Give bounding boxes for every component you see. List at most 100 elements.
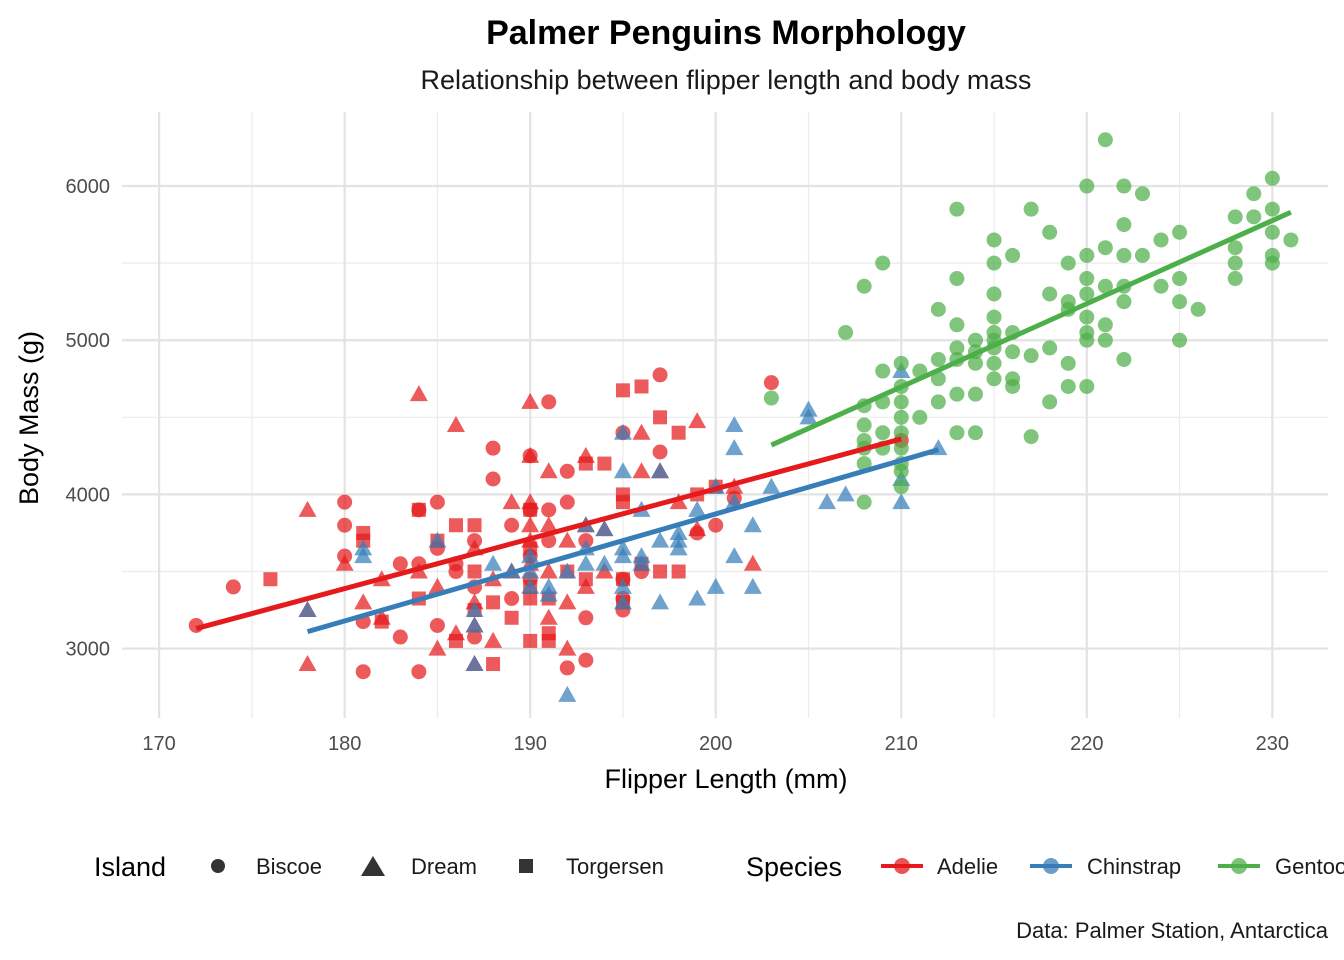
gentoo-point-biscoe xyxy=(1264,170,1280,186)
chinstrap-point-dream xyxy=(613,593,632,610)
gentoo-point-biscoe xyxy=(893,440,909,456)
legend-species-title: Species xyxy=(746,852,842,882)
gentoo-point-biscoe xyxy=(1227,209,1243,225)
adelie-point-biscoe xyxy=(429,617,445,633)
y-tick-label: 6000 xyxy=(66,176,111,198)
adelie-point-dream xyxy=(632,462,651,479)
chinstrap-point-dream xyxy=(725,416,744,433)
adelie-point-dream xyxy=(446,416,465,433)
gentoo-point-biscoe xyxy=(986,371,1002,387)
legend-island-biscoe: Biscoe xyxy=(256,854,322,879)
gentoo-point-biscoe xyxy=(1116,178,1132,194)
legend-island: Island Biscoe Dream Torgersen xyxy=(94,852,664,882)
adelie-point-biscoe xyxy=(467,629,483,645)
adelie-point-torgersen xyxy=(523,591,538,606)
gentoo-point-biscoe xyxy=(1042,224,1058,240)
adelie-point-biscoe xyxy=(411,502,427,518)
adelie-point-biscoe xyxy=(485,471,501,487)
gentoo-point-biscoe xyxy=(1227,271,1243,287)
gentoo-point-biscoe xyxy=(856,456,872,472)
adelie-point-dream xyxy=(409,385,428,402)
chinstrap-point-dream xyxy=(892,493,911,510)
adelie-point-torgersen xyxy=(504,610,519,625)
gentoo-point-biscoe xyxy=(967,386,983,402)
chinstrap-point-dream xyxy=(688,589,707,606)
gentoo-point-biscoe xyxy=(1042,286,1058,302)
chinstrap-point-dream xyxy=(521,562,540,579)
gentoo-point-biscoe xyxy=(1227,255,1243,271)
chinstrap-point-dream xyxy=(799,408,818,425)
adelie-point-biscoe xyxy=(355,664,371,680)
legend-island-dream: Dream xyxy=(411,854,477,879)
chinstrap-point-dream xyxy=(651,593,670,610)
adelie-point-biscoe xyxy=(578,610,594,626)
chinstrap-point-dream xyxy=(595,520,614,537)
gentoo-point-biscoe xyxy=(875,255,891,271)
gentoo-point-biscoe xyxy=(949,201,965,217)
gentoo-point-biscoe xyxy=(1172,332,1188,348)
adelie-point-biscoe xyxy=(392,629,408,645)
adelie-point-dream xyxy=(539,516,558,533)
adelie-point-dream xyxy=(688,412,707,429)
chart-subtitle: Relationship between flipper length and … xyxy=(421,65,1032,95)
chinstrap-point-dream xyxy=(484,554,503,571)
chinstrap-point-dream xyxy=(651,531,670,548)
gentoo-point-biscoe xyxy=(1116,351,1132,367)
adelie-trend-line xyxy=(195,436,902,631)
adelie-point-torgersen xyxy=(615,383,630,398)
adelie-point-biscoe xyxy=(504,590,520,606)
gentoo-point-biscoe xyxy=(1060,255,1076,271)
chinstrap-point-dream xyxy=(465,616,484,633)
data-points xyxy=(188,132,1299,702)
chinstrap-point-dream xyxy=(521,577,540,594)
adelie-point-biscoe xyxy=(522,448,538,464)
gentoo-point-biscoe xyxy=(912,409,928,425)
adelie-point-dream xyxy=(428,577,447,594)
adelie-point-biscoe xyxy=(541,394,557,410)
gentoo-point-biscoe xyxy=(986,232,1002,248)
y-tick-label: 4000 xyxy=(66,484,111,506)
chinstrap-point-dream xyxy=(576,554,595,571)
gentoo-point-biscoe xyxy=(1097,240,1113,256)
adelie-point-biscoe xyxy=(522,502,538,518)
adelie-point-biscoe xyxy=(559,660,575,676)
gentoo-point-biscoe xyxy=(1023,201,1039,217)
x-tick-label: 190 xyxy=(513,733,546,755)
gentoo-point-biscoe xyxy=(1079,286,1095,302)
adelie-point-biscoe xyxy=(411,664,427,680)
chinstrap-point-dream xyxy=(354,547,373,564)
gentoo-point-biscoe xyxy=(1079,309,1095,325)
gentoo-point-biscoe xyxy=(1246,186,1262,202)
y-axis-ticks: 3000 4000 5000 6000 xyxy=(66,176,111,661)
x-tick-label: 170 xyxy=(142,733,175,755)
gentoo-point-biscoe xyxy=(930,351,946,367)
adelie-point-torgersen xyxy=(671,564,686,579)
gentoo-point-biscoe xyxy=(1060,378,1076,394)
gentoo-point-biscoe xyxy=(1023,429,1039,445)
gentoo-point-biscoe xyxy=(856,494,872,510)
gentoo-point-biscoe xyxy=(893,479,909,495)
legend-island-torgersen: Torgersen xyxy=(566,854,664,879)
legend-species-gentoo: Gentoo xyxy=(1275,854,1344,879)
gentoo-point-biscoe xyxy=(949,317,965,333)
gentoo-point-biscoe xyxy=(893,409,909,425)
adelie-point-torgersen xyxy=(653,564,668,579)
gentoo-point-biscoe xyxy=(949,425,965,441)
chinstrap-point-dream xyxy=(613,423,632,440)
adelie-point-biscoe xyxy=(225,579,241,595)
x-tick-label: 200 xyxy=(699,733,732,755)
gentoo-point-biscoe xyxy=(1134,247,1150,263)
gentoo-point-biscoe xyxy=(1172,224,1188,240)
gentoo-point-biscoe xyxy=(1079,378,1095,394)
gentoo-point-biscoe xyxy=(1042,340,1058,356)
gentoo-point-biscoe xyxy=(1264,255,1280,271)
gentoo-point-biscoe xyxy=(1116,294,1132,310)
chinstrap-point-dream xyxy=(818,493,837,510)
adelie-point-torgersen xyxy=(653,410,668,425)
trend-lines xyxy=(195,209,1292,635)
grid xyxy=(122,112,1328,718)
gentoo-point-biscoe xyxy=(1134,186,1150,202)
chinstrap-point-dream xyxy=(298,601,317,618)
gentoo-point-biscoe xyxy=(1153,232,1169,248)
legend-species: Species Adelie Chinstrap Gentoo xyxy=(746,852,1344,882)
